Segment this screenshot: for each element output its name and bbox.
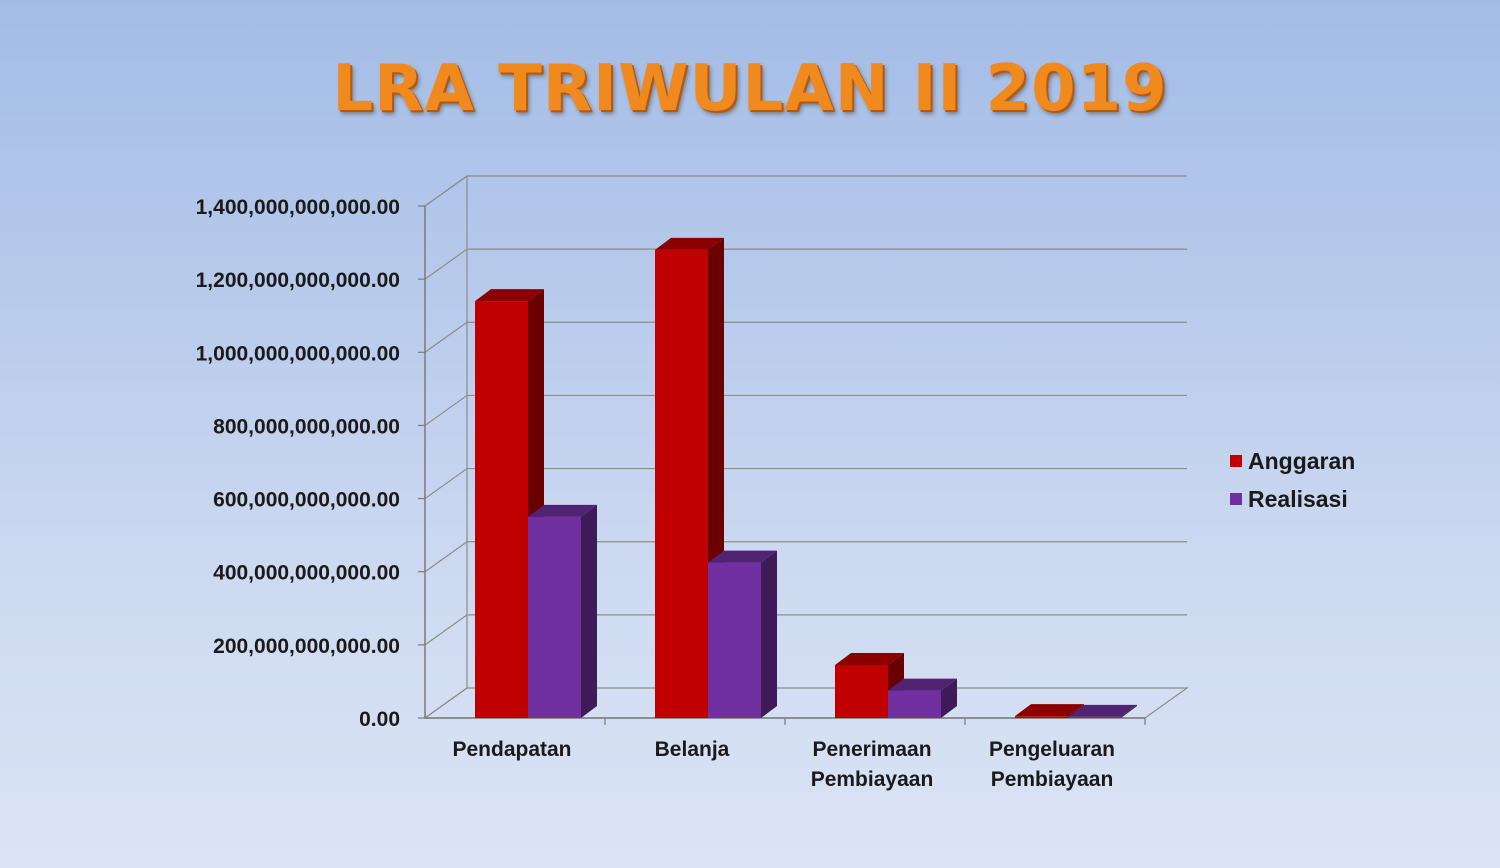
bar-side-realisasi (941, 678, 957, 718)
gridline-diag (424, 394, 468, 426)
y-tick-label: 1,000,000,000,000.00 (196, 342, 400, 365)
y-tick-label: 800,000,000,000.00 (213, 415, 400, 438)
bar-anggaran (475, 301, 528, 718)
bar-top-realisasi (528, 504, 597, 517)
bar-top-anggaran (655, 237, 724, 250)
y-tick-label: 400,000,000,000.00 (213, 562, 400, 585)
legend-item-anggaran: Anggaran (1230, 442, 1355, 480)
gridline-diag (424, 468, 468, 500)
y-tick-label: 1,400,000,000,000.00 (196, 196, 400, 219)
gridline-diag (424, 614, 468, 646)
bar-realisasi (708, 562, 761, 718)
bar-side-realisasi (761, 550, 777, 718)
gridline-diag (424, 175, 468, 207)
chart-title: LRA TRIWULAN II 2019 (332, 52, 1168, 126)
bar-top-realisasi (708, 550, 777, 563)
bar-realisasi (888, 690, 941, 718)
x-category-label: Pembiayaan (811, 768, 934, 791)
gridline-diag (424, 321, 468, 353)
bar-top-anggaran (1015, 704, 1084, 717)
y-tick-label: 600,000,000,000.00 (213, 489, 400, 512)
gridline-diag (424, 248, 468, 280)
legend-swatch-anggaran (1230, 455, 1242, 467)
bar-anggaran (1015, 716, 1068, 718)
legend-item-realisasi: Realisasi (1230, 480, 1355, 518)
x-category-label: Pendapatan (452, 738, 571, 761)
bar-side-realisasi (581, 504, 597, 718)
bar-anggaran (835, 664, 888, 718)
y-tick-label: 200,000,000,000.00 (213, 635, 400, 658)
back-wall-left (424, 174, 468, 720)
x-category-label: Pengeluaran (989, 738, 1115, 761)
legend-swatch-realisasi (1230, 493, 1242, 505)
y-tick-label: 0.00 (359, 708, 400, 731)
legend-label-anggaran: Anggaran (1248, 447, 1356, 474)
x-category-label: Pembiayaan (991, 768, 1114, 791)
bar-top-realisasi (888, 678, 957, 691)
bar-realisasi (1068, 716, 1121, 718)
bar-top-realisasi (1068, 704, 1137, 717)
y-tick-label: 1,200,000,000,000.00 (196, 269, 400, 292)
x-category-label: Penerimaan (812, 738, 931, 761)
gridline-diag (424, 541, 468, 573)
legend: Anggaran Realisasi (1230, 442, 1355, 518)
bar-anggaran (655, 249, 708, 718)
bar-top-anggaran (835, 652, 904, 665)
bar-realisasi (528, 516, 581, 718)
x-category-label: Belanja (655, 738, 730, 761)
bar-side-realisasi (1121, 704, 1137, 718)
bar-top-anggaran (475, 289, 544, 302)
legend-label-realisasi: Realisasi (1248, 485, 1348, 512)
